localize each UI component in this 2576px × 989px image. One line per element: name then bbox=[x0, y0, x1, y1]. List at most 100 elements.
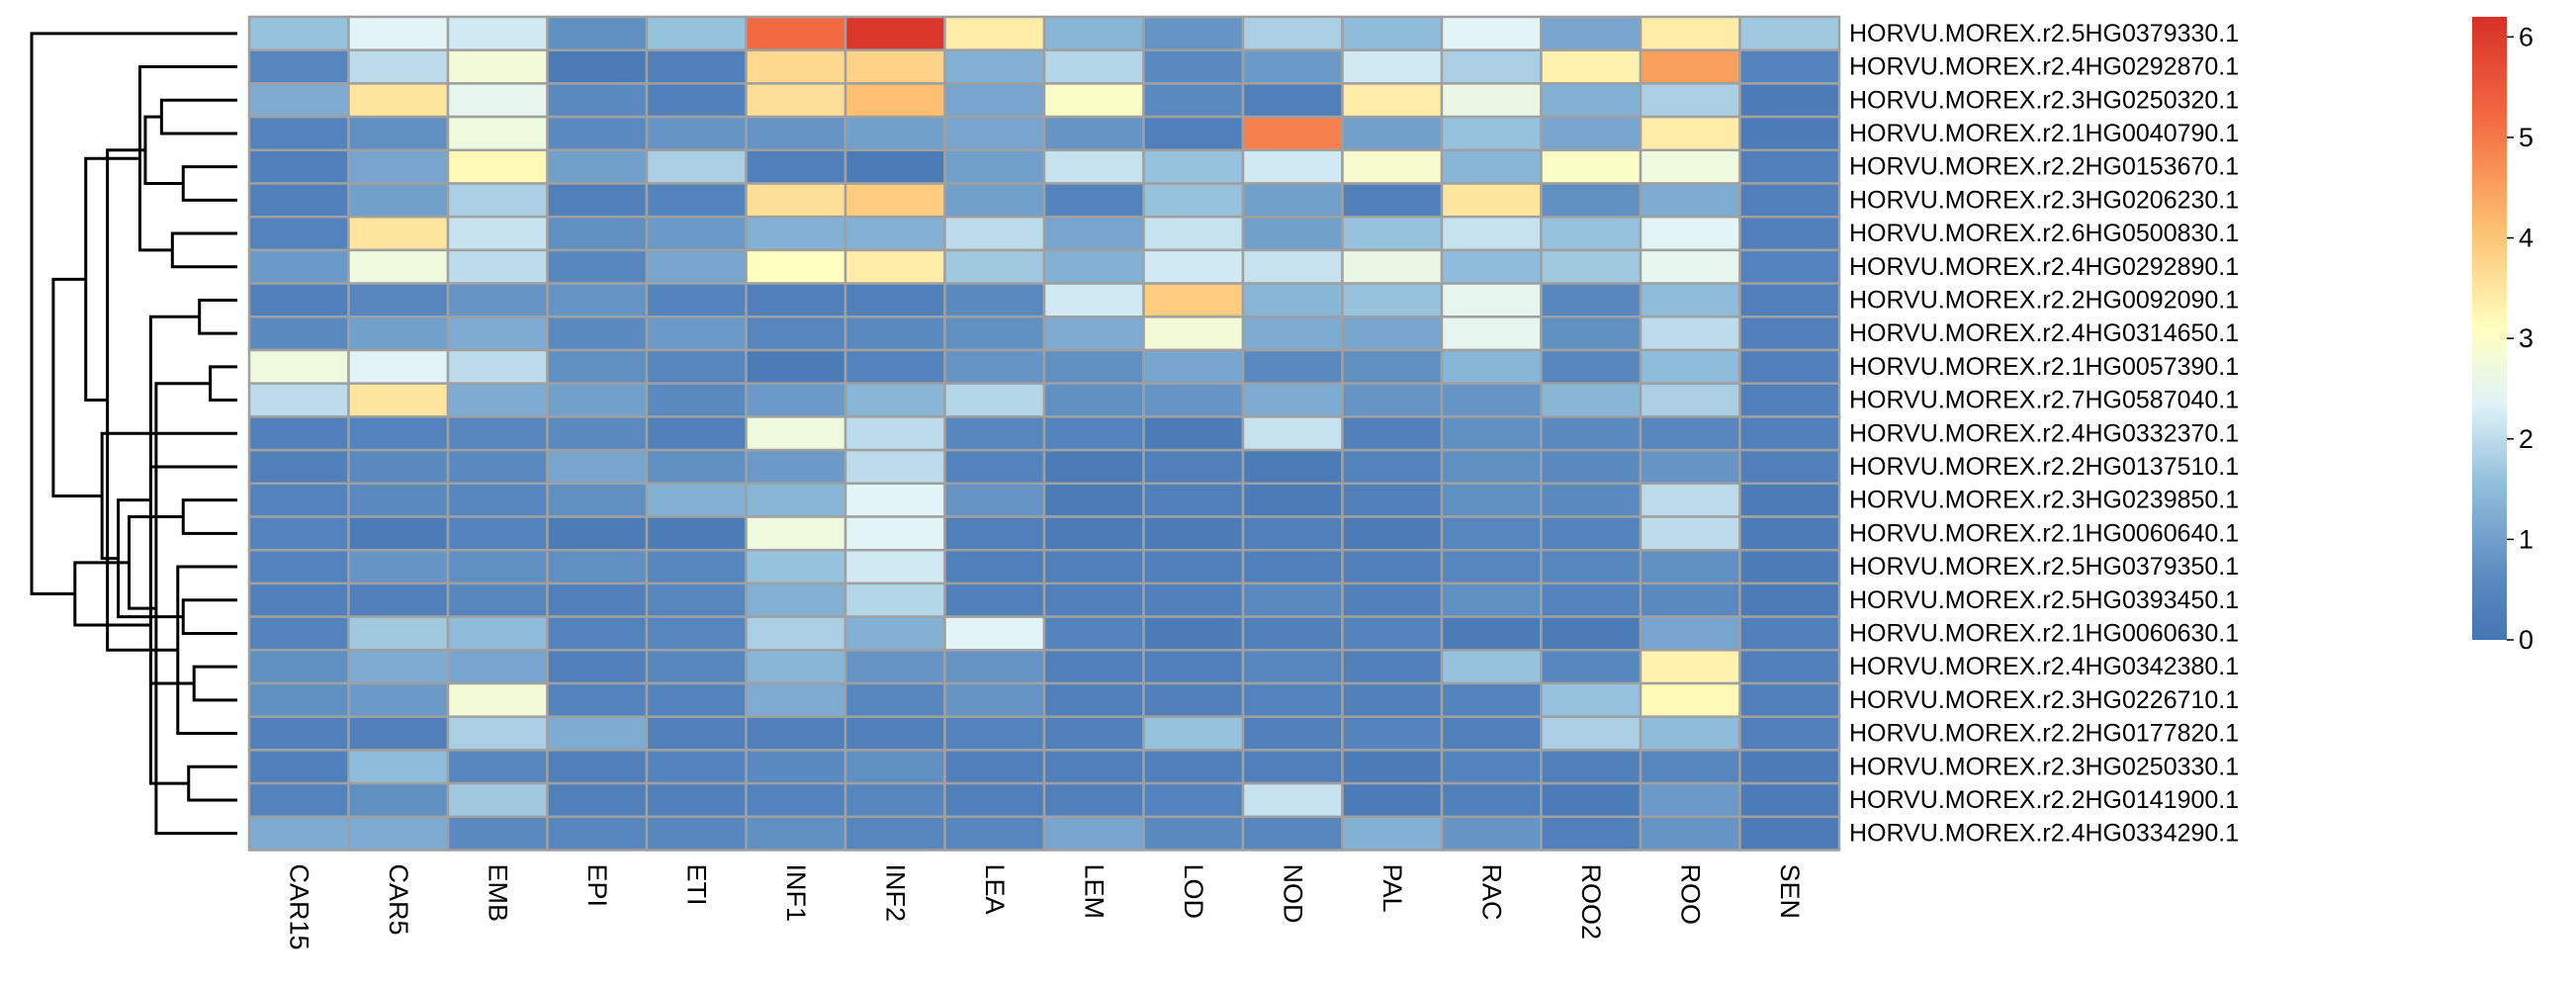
heatmap-cell bbox=[745, 448, 847, 486]
heatmap-cell bbox=[1540, 82, 1643, 119]
heatmap-cell bbox=[1142, 15, 1245, 51]
heatmap-cell bbox=[1639, 582, 1741, 618]
heatmap-cell bbox=[546, 681, 649, 718]
heatmap-cell bbox=[1241, 681, 1344, 718]
heatmap-cell bbox=[1241, 382, 1344, 418]
heatmap-cell bbox=[1042, 48, 1145, 85]
heatmap-cell bbox=[546, 482, 649, 518]
heatmap-cell bbox=[1440, 548, 1543, 585]
heatmap-cell bbox=[943, 482, 1046, 518]
heatmap-cell bbox=[844, 681, 946, 718]
heatmap-cell bbox=[347, 681, 450, 718]
heatmap-cell bbox=[1241, 148, 1344, 185]
heatmap-cell bbox=[1738, 681, 1841, 718]
row-label: HORVU.MOREX.r2.2HG0141900.1 bbox=[1849, 786, 2239, 814]
heatmap-cell bbox=[844, 749, 946, 785]
heatmap-cell bbox=[247, 182, 350, 219]
heatmap-cell bbox=[1639, 348, 1741, 385]
heatmap-cell bbox=[546, 182, 649, 219]
heatmap-cell bbox=[546, 248, 649, 285]
row-label: HORVU.MOREX.r2.2HG0153670.1 bbox=[1849, 153, 2239, 181]
heatmap-cell bbox=[943, 115, 1046, 152]
heatmap-cell bbox=[1540, 649, 1643, 685]
heatmap-cell bbox=[1142, 182, 1245, 219]
heatmap-cell bbox=[1540, 48, 1643, 85]
heatmap-cell bbox=[1440, 82, 1543, 119]
row-label: HORVU.MOREX.r2.4HG0332370.1 bbox=[1849, 419, 2239, 447]
heatmap-cell bbox=[1738, 415, 1841, 452]
row-dendrogram bbox=[30, 32, 237, 836]
heatmap-cell bbox=[347, 15, 450, 51]
row-label: HORVU.MOREX.r2.4HG0342380.1 bbox=[1849, 653, 2239, 680]
column-label: NOD bbox=[1278, 864, 1307, 924]
heatmap-cell bbox=[1241, 482, 1344, 518]
heatmap-cell bbox=[1738, 615, 1841, 652]
heatmap-cell bbox=[1241, 248, 1344, 285]
heatmap-cell bbox=[1042, 415, 1145, 452]
row-labels: HORVU.MOREX.r2.5HG0379330.1 HORVU.MOREX.r… bbox=[1849, 20, 2239, 848]
heatmap-cell bbox=[844, 649, 946, 685]
heatmap-cell bbox=[844, 415, 946, 452]
heatmap-cell bbox=[1440, 282, 1543, 318]
heatmap-cell bbox=[347, 148, 450, 185]
column-label: INF2 bbox=[880, 864, 910, 923]
heatmap-cell bbox=[1142, 715, 1245, 752]
column-label: ETI bbox=[681, 864, 711, 906]
heatmap-cell bbox=[1341, 582, 1444, 618]
heatmap-cell bbox=[446, 515, 549, 552]
heatmap-cell bbox=[1540, 781, 1643, 819]
heatmap-cell bbox=[1639, 215, 1741, 252]
heatmap-cell bbox=[1440, 615, 1543, 652]
heatmap-cell bbox=[943, 15, 1046, 51]
heatmap-cell bbox=[645, 15, 748, 51]
heatmap-cell bbox=[1042, 582, 1145, 618]
heatmap-cell bbox=[1639, 548, 1741, 585]
heatmap-cell bbox=[1639, 615, 1741, 652]
heatmap-cell bbox=[247, 515, 350, 552]
heatmap-cell bbox=[844, 348, 946, 385]
heatmap-cell bbox=[446, 781, 549, 819]
heatmap-cell bbox=[745, 548, 847, 585]
heatmap-cell bbox=[446, 448, 549, 486]
heatmap-cell bbox=[645, 315, 748, 352]
heatmap-cell bbox=[1639, 382, 1741, 418]
row-label: HORVU.MOREX.r2.4HG0334290.1 bbox=[1849, 820, 2239, 848]
heatmap-cell bbox=[1341, 615, 1444, 652]
heatmap-cell bbox=[1142, 448, 1245, 486]
heatmap-cell bbox=[1241, 715, 1344, 752]
heatmap-cell bbox=[645, 282, 748, 318]
heatmap-cell bbox=[446, 348, 549, 385]
column-labels: CAR15 CAR5 EMB EPI ETI INF1 INF2 LEA LEM LOD NOD PA… bbox=[284, 864, 1805, 950]
heatmap-cell bbox=[745, 749, 847, 785]
heatmap-cell bbox=[1738, 248, 1841, 285]
heatmap-cell bbox=[745, 649, 847, 685]
heatmap-cell bbox=[1738, 382, 1841, 418]
heatmap-cell bbox=[1540, 749, 1643, 785]
heatmap-cell bbox=[446, 649, 549, 685]
heatmap-cell bbox=[844, 182, 946, 219]
heatmap-cell bbox=[943, 48, 1046, 85]
heatmap-cell bbox=[645, 515, 748, 552]
heatmap-cell bbox=[645, 482, 748, 518]
heatmap-cell bbox=[1440, 482, 1543, 518]
dendrogram-branch bbox=[84, 156, 140, 403]
heatmap-cell bbox=[844, 448, 946, 486]
heatmap-cell bbox=[446, 681, 549, 718]
heatmap-cell bbox=[347, 582, 450, 618]
row-label: HORVU.MOREX.r2.4HG0292890.1 bbox=[1849, 253, 2239, 281]
heatmap-cell bbox=[844, 615, 946, 652]
heatmap-cell bbox=[745, 315, 847, 352]
row-label: HORVU.MOREX.r2.2HG0177820.1 bbox=[1849, 720, 2239, 748]
heatmap-cell bbox=[446, 282, 549, 318]
row-label: HORVU.MOREX.r2.3HG0250320.1 bbox=[1849, 86, 2239, 114]
heatmap-cell bbox=[1042, 781, 1145, 819]
heatmap-cell bbox=[1341, 282, 1444, 318]
heatmap-cell bbox=[1142, 382, 1245, 418]
legend-tick-label: 1 bbox=[2519, 524, 2533, 554]
heatmap-cell bbox=[1042, 681, 1145, 718]
heatmap-cell bbox=[943, 415, 1046, 452]
heatmap-cell bbox=[247, 615, 350, 652]
heatmap-cell bbox=[1241, 815, 1344, 852]
dendrogram-branch bbox=[170, 231, 237, 269]
heatmap-cell bbox=[745, 781, 847, 819]
